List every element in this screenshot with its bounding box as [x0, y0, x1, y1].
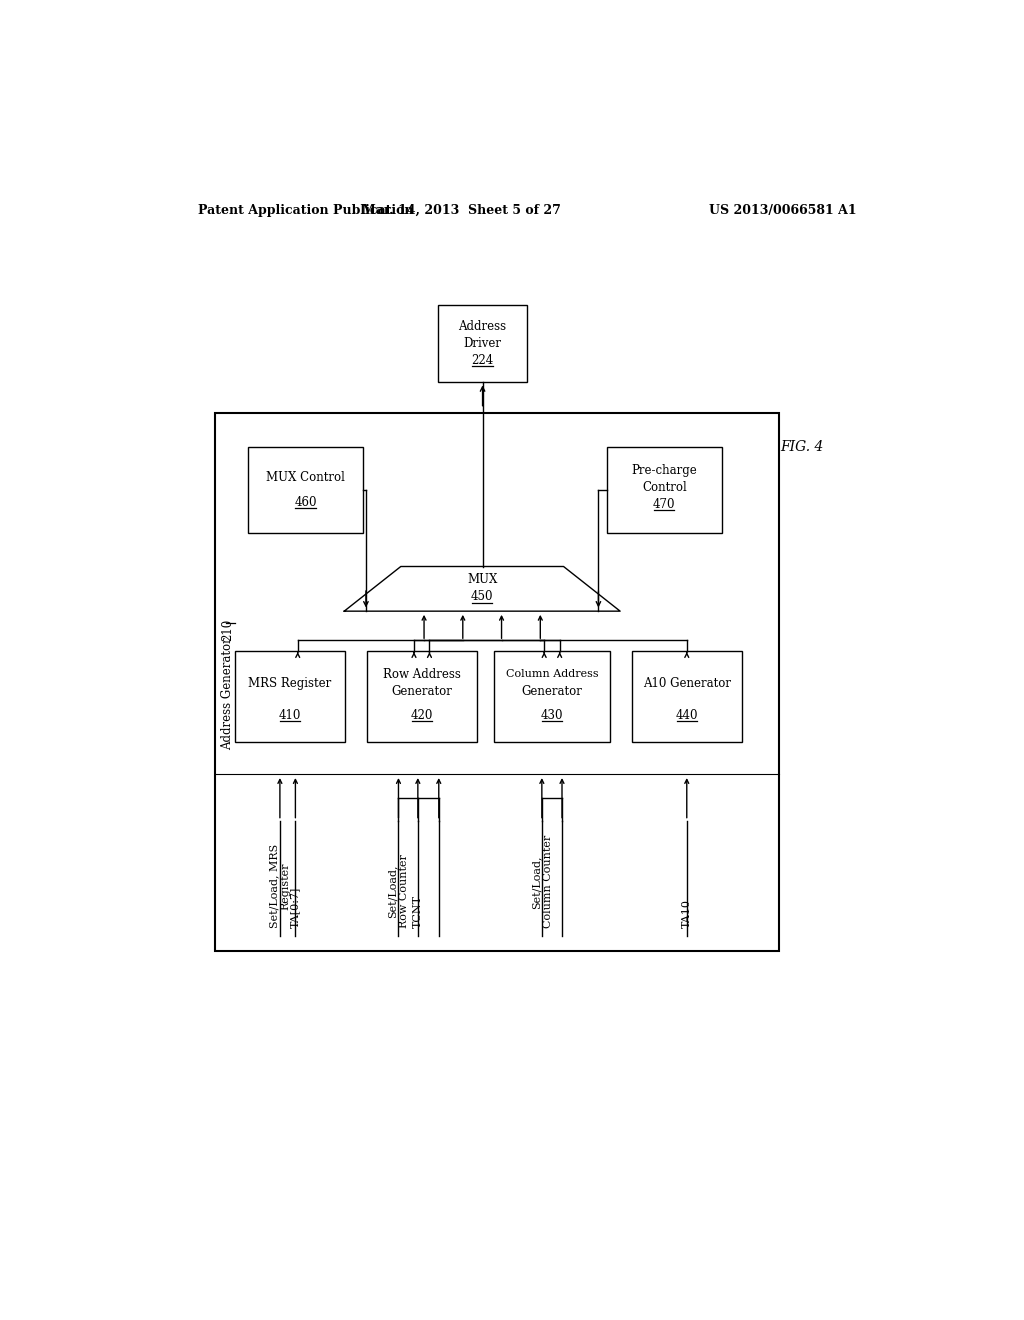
Text: MRS Register: MRS Register — [249, 677, 332, 690]
Text: Pre-charge: Pre-charge — [632, 463, 697, 477]
Text: 430: 430 — [541, 709, 563, 722]
Text: TA10: TA10 — [682, 899, 692, 928]
Text: Mar. 14, 2013  Sheet 5 of 27: Mar. 14, 2013 Sheet 5 of 27 — [361, 205, 561, 218]
Text: TCNT: TCNT — [413, 895, 423, 928]
Text: Control: Control — [642, 480, 687, 494]
Bar — [248, 447, 362, 533]
Bar — [367, 651, 477, 742]
Text: Driver: Driver — [464, 337, 502, 350]
Text: Set/Load,
Column Counter: Set/Load, Column Counter — [531, 836, 553, 928]
Text: Generator: Generator — [391, 685, 453, 698]
Bar — [215, 412, 779, 952]
Text: 460: 460 — [294, 496, 316, 510]
Text: MUX: MUX — [467, 573, 498, 586]
Bar — [234, 651, 345, 742]
Text: US 2013/0066581 A1: US 2013/0066581 A1 — [709, 205, 856, 218]
Text: 450: 450 — [471, 590, 494, 603]
Text: 224: 224 — [471, 354, 494, 367]
Text: TA[0:7]: TA[0:7] — [291, 887, 300, 928]
Text: MUX Control: MUX Control — [266, 471, 345, 484]
Text: FIG. 4: FIG. 4 — [780, 440, 824, 454]
Text: Address: Address — [459, 319, 507, 333]
Text: 210: 210 — [221, 619, 233, 640]
Text: Set/Load,
Row Counter: Set/Load, Row Counter — [388, 854, 410, 928]
Text: 440: 440 — [676, 709, 698, 722]
Text: Generator: Generator — [521, 685, 583, 698]
Text: Set/Load, MRS
Register: Set/Load, MRS Register — [269, 845, 291, 928]
Bar — [494, 651, 610, 742]
Text: 470: 470 — [653, 498, 676, 511]
Bar — [632, 651, 741, 742]
Text: 420: 420 — [411, 709, 433, 722]
Text: 410: 410 — [279, 709, 301, 722]
Text: Row Address: Row Address — [383, 668, 461, 681]
Text: Column Address: Column Address — [506, 669, 598, 680]
Text: A10 Generator: A10 Generator — [643, 677, 731, 690]
Bar — [607, 447, 722, 533]
Text: Patent Application Publication: Patent Application Publication — [198, 205, 414, 218]
Text: Address Generator: Address Generator — [221, 638, 233, 750]
Bar — [438, 305, 527, 381]
